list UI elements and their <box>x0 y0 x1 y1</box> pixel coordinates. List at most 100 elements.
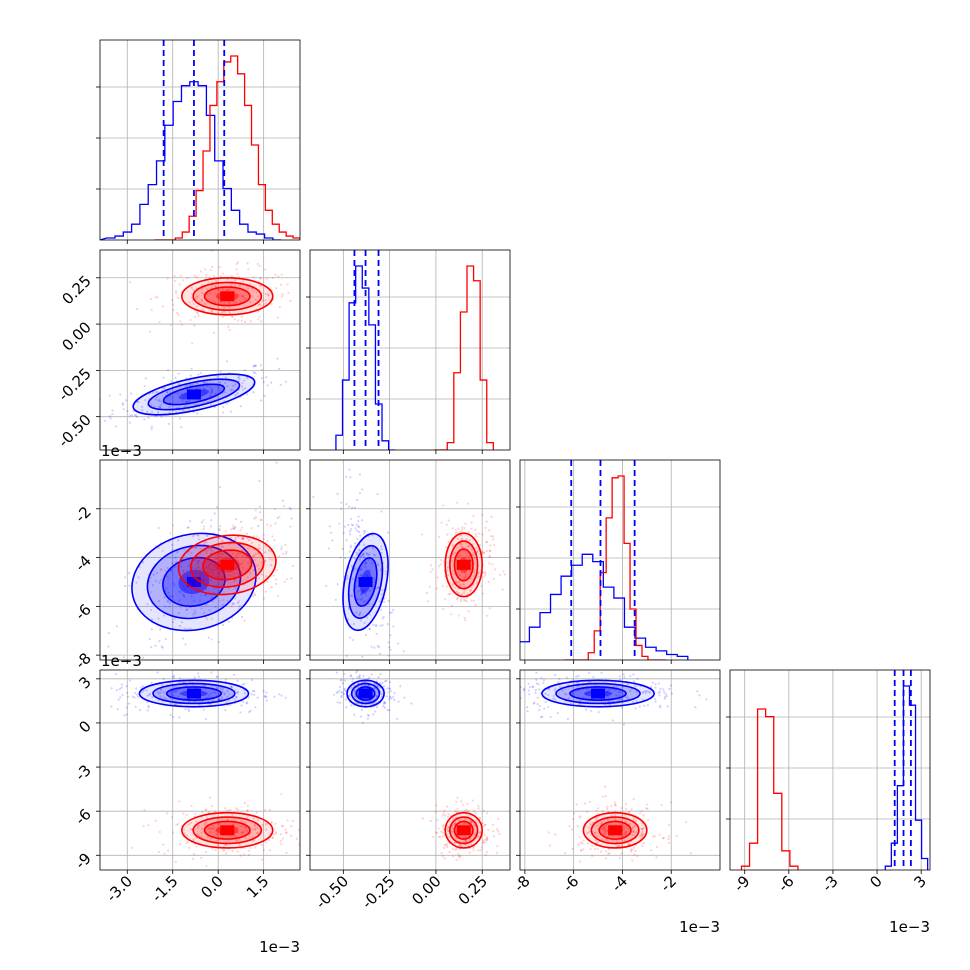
sample-point <box>481 550 484 553</box>
contour-line <box>192 816 263 845</box>
sample-point <box>217 571 220 574</box>
panel-frame-p0-p2 <box>99 459 301 661</box>
contour-line <box>132 373 256 416</box>
sample-point <box>460 593 463 596</box>
sample-point <box>226 817 229 820</box>
sample-point <box>196 387 199 390</box>
sample-point <box>596 824 599 827</box>
sample-point <box>644 690 647 693</box>
sample-point <box>263 394 266 398</box>
sample-point <box>209 403 213 407</box>
sample-point <box>233 580 236 583</box>
sample-point <box>244 387 247 390</box>
sample-point <box>256 831 259 835</box>
sample-point <box>108 415 111 418</box>
sample-point <box>356 598 359 601</box>
sample-point <box>342 532 345 535</box>
sample-point <box>169 569 173 572</box>
sample-point <box>380 545 383 548</box>
sample-point <box>258 544 261 547</box>
sample-point <box>549 715 552 719</box>
sample-point <box>182 585 185 588</box>
sample-point <box>280 295 284 298</box>
sample-point <box>564 851 567 855</box>
sample-point <box>254 516 258 519</box>
sample-point <box>631 859 634 862</box>
sample-point <box>522 687 525 691</box>
sample-point <box>605 850 608 853</box>
sample-point <box>201 385 204 388</box>
sample-point <box>620 706 624 709</box>
sample-point <box>377 644 380 648</box>
sample-point <box>243 619 246 622</box>
sample-point <box>455 581 458 584</box>
sample-point <box>171 561 174 565</box>
sample-point <box>258 264 261 267</box>
sample-point <box>459 843 462 847</box>
sample-point <box>386 687 389 690</box>
sample-point <box>540 676 543 680</box>
sample-point <box>219 575 222 578</box>
sample-point <box>393 698 396 702</box>
sample-point <box>239 284 242 287</box>
sample-point <box>204 549 207 552</box>
sample-point <box>664 693 667 696</box>
sample-point <box>612 688 615 691</box>
sample-point <box>364 600 367 603</box>
sample-point <box>468 820 471 823</box>
y-tick-label: 0 <box>75 717 94 736</box>
sample-point <box>175 411 178 414</box>
sample-point <box>467 557 470 561</box>
sample-point <box>442 812 445 815</box>
sample-point <box>380 692 384 696</box>
sample-point <box>204 566 208 569</box>
sample-point <box>190 828 193 831</box>
sample-point <box>217 288 220 291</box>
sample-point <box>170 816 173 819</box>
sample-point <box>246 701 249 704</box>
sample-point <box>178 677 181 680</box>
sample-point <box>350 523 353 526</box>
sample-point <box>264 268 267 271</box>
sample-point <box>238 552 241 555</box>
sample-point <box>197 538 201 541</box>
sample-point <box>210 309 213 313</box>
sample-point <box>383 706 386 709</box>
sample-point <box>218 529 221 532</box>
sample-point <box>210 519 213 522</box>
sample-point <box>200 287 203 291</box>
histogram-p2 <box>520 460 689 660</box>
sample-point <box>461 543 464 546</box>
sample-point <box>184 605 187 608</box>
sample-point <box>594 831 597 835</box>
sample-point <box>177 695 180 698</box>
sample-point <box>348 550 351 553</box>
sample-point <box>607 688 610 691</box>
sample-point <box>538 688 541 691</box>
sample-point <box>386 708 389 712</box>
sample-point <box>195 845 198 848</box>
contour-line <box>181 276 274 316</box>
sample-point <box>468 539 471 542</box>
sample-point <box>351 577 354 580</box>
sample-point <box>361 680 365 684</box>
sample-point <box>264 292 267 295</box>
sample-point <box>356 685 359 689</box>
sample-point <box>365 574 368 577</box>
sample-point <box>370 657 372 659</box>
sample-point <box>705 698 708 701</box>
sample-point <box>202 579 205 582</box>
sample-point <box>252 817 255 820</box>
sample-point <box>446 574 450 577</box>
sample-point <box>245 579 248 582</box>
sample-point <box>235 393 238 396</box>
sample-point <box>461 845 464 848</box>
sample-point <box>253 823 256 826</box>
contour-line <box>449 540 479 590</box>
sample-point <box>271 558 274 561</box>
sample-point <box>284 696 287 699</box>
sample-point <box>336 701 339 704</box>
sample-point <box>630 848 633 851</box>
sample-point <box>185 400 188 403</box>
sample-point <box>233 831 237 834</box>
